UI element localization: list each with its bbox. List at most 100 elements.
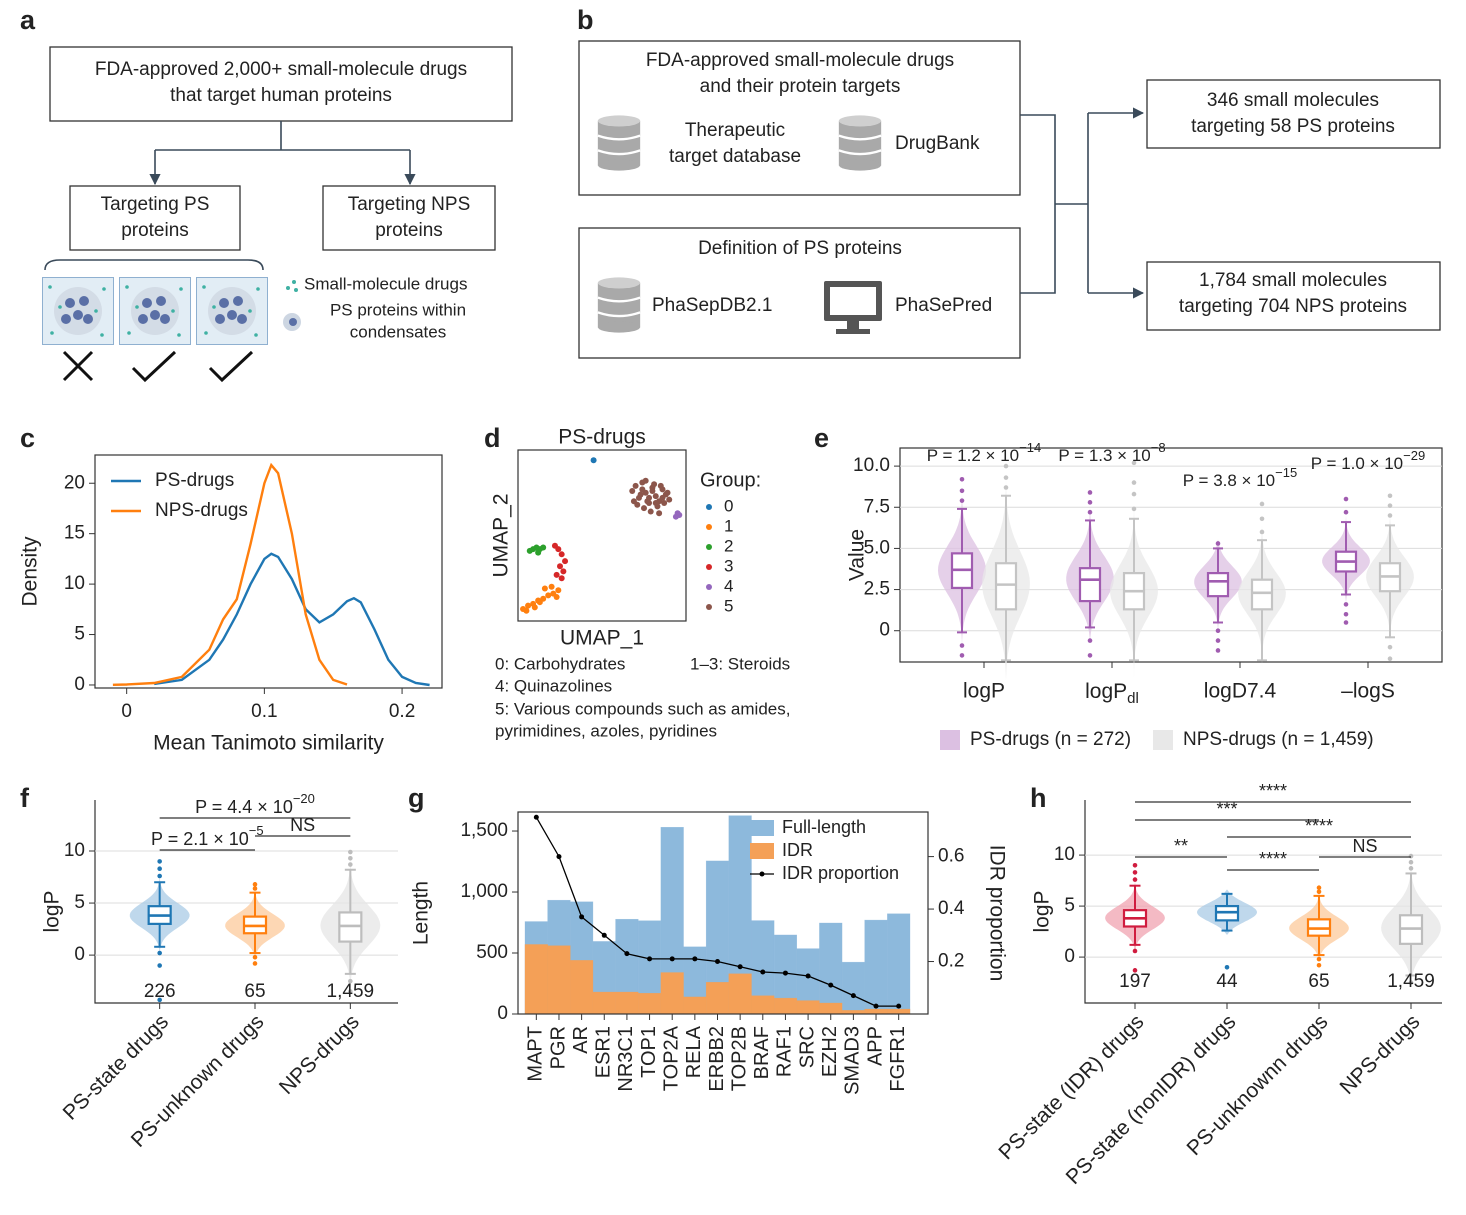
box-text: that target human proteins xyxy=(170,85,392,106)
y-tick-label: 0 xyxy=(74,674,85,695)
point xyxy=(652,493,659,500)
legend-swatch xyxy=(706,544,712,550)
outlier xyxy=(1087,509,1093,515)
legend-swatch xyxy=(1153,730,1173,750)
y-tick-label: 5 xyxy=(74,624,85,645)
bar xyxy=(773,997,798,1015)
y-axis-label: Length xyxy=(410,881,433,945)
legend-label: PS-drugs (n = 272) xyxy=(970,729,1131,750)
outlier xyxy=(1408,859,1414,865)
x-tick-label: EZH2 xyxy=(819,1026,841,1077)
connector xyxy=(1020,113,1089,294)
panel-label: b xyxy=(577,5,594,35)
box xyxy=(578,40,1021,196)
outlier xyxy=(252,961,258,966)
point xyxy=(548,583,555,590)
x-tick-label: ERBB2 xyxy=(706,1026,728,1092)
bracket-label: P = 2.1 × 10−5 xyxy=(151,823,264,848)
outlier xyxy=(959,476,965,482)
proportion-point xyxy=(805,973,811,979)
y-tick-label: 1,000 xyxy=(460,881,508,902)
proportion-point xyxy=(737,964,743,970)
caption: 4: Quinazolines xyxy=(495,676,612,695)
legend-swatch xyxy=(750,820,774,836)
outlier xyxy=(1003,485,1009,490)
x-tick-label: PS-state (nonIDR) drugs xyxy=(1062,1010,1241,1189)
brace xyxy=(44,259,264,271)
legend-swatch xyxy=(940,730,960,750)
point xyxy=(659,494,666,501)
box-text: Targeting NPS xyxy=(348,194,471,215)
outlier xyxy=(348,978,353,984)
density-line xyxy=(154,552,430,687)
bar xyxy=(887,913,911,1015)
source-text: target database xyxy=(669,146,801,167)
legend-label: IDR xyxy=(782,840,813,860)
check xyxy=(208,350,254,383)
bar xyxy=(751,995,775,1015)
outlier xyxy=(1132,862,1138,868)
proportion-point xyxy=(782,970,788,976)
legend-label: 3 xyxy=(724,556,733,575)
point xyxy=(590,457,597,464)
outlier xyxy=(348,862,353,867)
x-tick-label: NPS-drugs xyxy=(275,1010,364,1099)
x-tick-label: BRAF xyxy=(751,1026,773,1079)
legend-swatch xyxy=(706,604,712,610)
proportion-point xyxy=(850,993,856,999)
y-tick-label: 10 xyxy=(64,573,85,594)
box xyxy=(1078,567,1102,603)
proportion-point xyxy=(692,956,698,962)
x-tick-label: AR xyxy=(570,1026,592,1054)
caption: pyrimidines, azoles, pyridines xyxy=(495,721,717,740)
legend-swatch xyxy=(706,564,712,570)
y-tick-label: 500 xyxy=(476,942,508,963)
database-icon xyxy=(596,115,642,171)
bracket-label: **** xyxy=(1305,816,1333,836)
point xyxy=(541,585,548,592)
outlier xyxy=(1387,644,1393,650)
p-value-exp: −8 xyxy=(1151,440,1166,455)
x-tick-label: NPS-drugs xyxy=(1336,1010,1425,1099)
condensate xyxy=(119,277,191,345)
legend-swatch xyxy=(706,524,712,530)
outlier xyxy=(959,488,965,494)
outlier xyxy=(157,997,162,1003)
panel-label: c xyxy=(20,423,35,453)
legend-label: 0 xyxy=(724,496,733,515)
x-tick-label: logD7.4 xyxy=(1204,680,1277,703)
point xyxy=(666,496,673,503)
outlier xyxy=(1408,980,1414,985)
box-text: FDA-approved 2,000+ small-molecule drugs xyxy=(95,59,467,80)
legend-label: IDR proportion xyxy=(782,863,899,883)
legend-text: Small-molecule drugs xyxy=(304,274,467,293)
box xyxy=(1250,578,1274,611)
outlier xyxy=(1087,490,1093,495)
point xyxy=(555,587,562,594)
bracket-label-base: **** xyxy=(1259,849,1287,869)
outlier xyxy=(1131,460,1137,466)
y-tick-label: 5 xyxy=(1064,895,1075,916)
point xyxy=(657,482,664,489)
legend-swatch xyxy=(706,584,712,590)
source-text: DrugBank xyxy=(895,133,980,154)
outlier xyxy=(1316,956,1322,962)
y-tick-label: 7.5 xyxy=(864,496,890,517)
panel-label: f xyxy=(20,783,30,813)
p-value-base: P = 1.2 × 10 xyxy=(927,446,1019,465)
panel-label: h xyxy=(1030,783,1047,813)
p-value: P = 1.2 × 10−14 xyxy=(927,440,1041,465)
legend-label: NPS-drugs (n = 1,459) xyxy=(1183,729,1374,750)
proportion-point xyxy=(556,854,562,860)
point xyxy=(558,575,565,582)
point xyxy=(525,602,532,609)
proportion-point xyxy=(533,814,539,820)
outlier xyxy=(1259,501,1265,507)
x-tick-label: TOP2A xyxy=(660,1025,682,1091)
source-text: PhaSePred xyxy=(895,295,992,316)
proportion-point xyxy=(873,1003,879,1009)
point xyxy=(661,500,668,507)
y-tick-label: 2.5 xyxy=(864,579,890,600)
outlier xyxy=(1343,602,1349,607)
point xyxy=(651,481,658,488)
